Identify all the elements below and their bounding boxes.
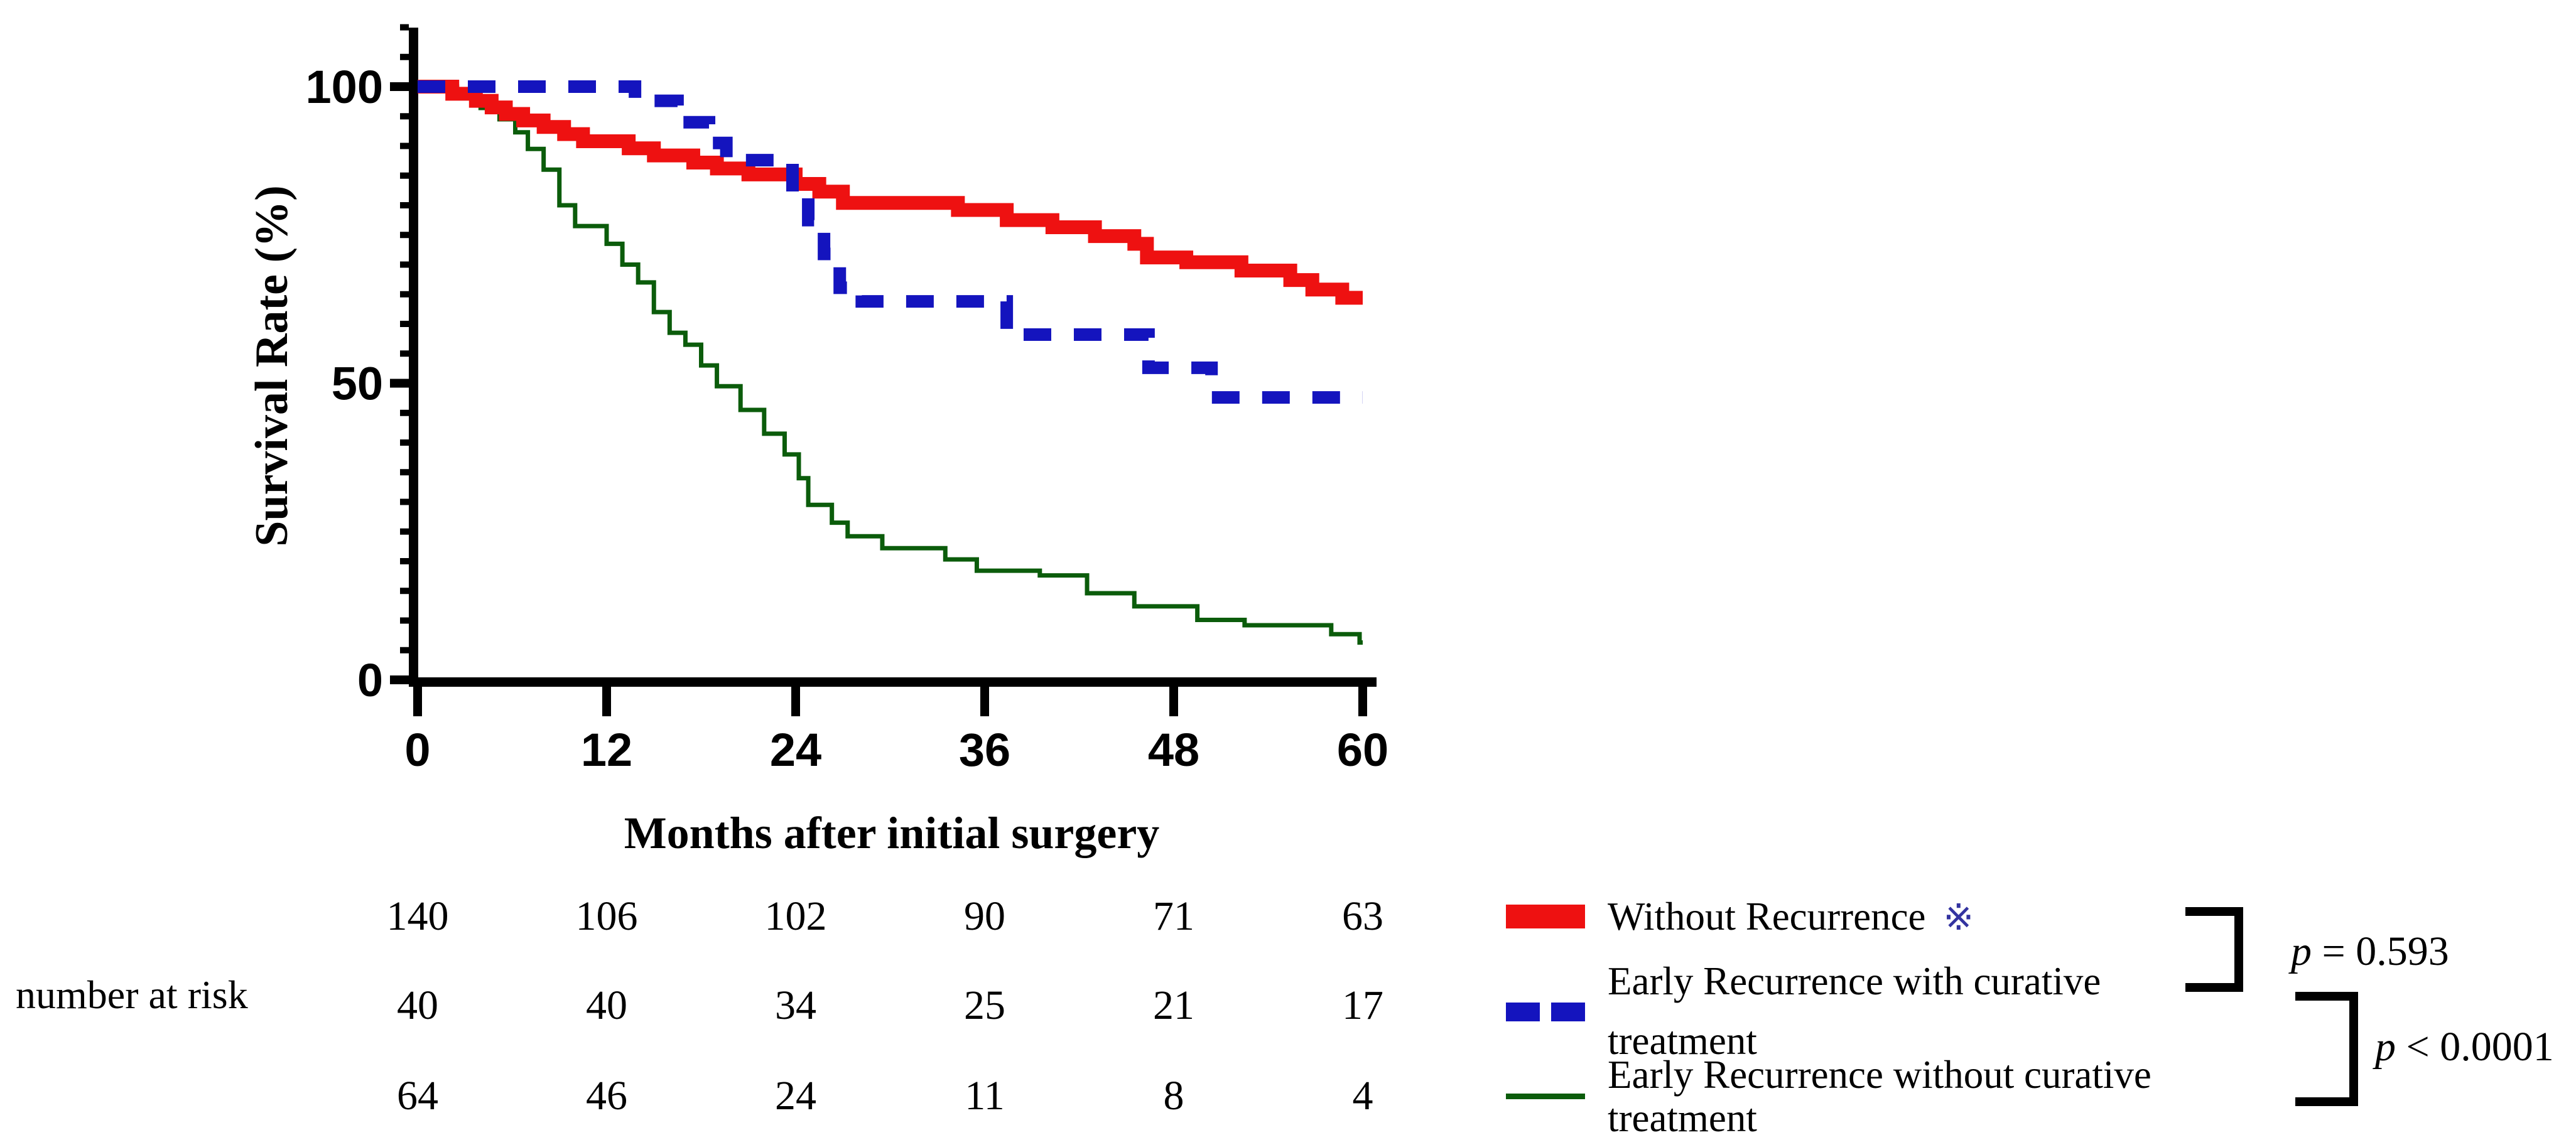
y-axis-title: Survival Rate (%): [246, 185, 298, 547]
y-minor-tick: [400, 24, 409, 31]
p-value-red-vs-blue: p = 0.593: [2291, 929, 2449, 974]
risk-count-row3-t48: 8: [1163, 1073, 1184, 1119]
x-tick-label: 60: [1337, 724, 1388, 776]
risk-count-row1-t36: 90: [964, 893, 1005, 939]
x-tick-label: 36: [959, 724, 1010, 776]
legend-swatch-red-line: [1506, 905, 1585, 928]
y-major-tick: [390, 379, 409, 388]
x-axis-line: [409, 677, 1377, 687]
risk-count-row3-t12: 46: [586, 1073, 627, 1119]
y-minor-tick: [400, 498, 409, 505]
risk-count-row2-t60: 17: [1342, 982, 1383, 1028]
y-minor-tick: [400, 617, 409, 624]
x-major-tick: [1169, 686, 1178, 716]
legend-text: Without Recurrence: [1608, 895, 1926, 938]
y-tick-label: 0: [357, 654, 383, 706]
y-tick-label: 100: [306, 61, 383, 113]
legend-swatch-blue-dash: [1506, 1003, 1540, 1021]
y-minor-tick: [400, 647, 409, 653]
legend-label-early-recurrence-no-curative-line2: treatment: [1608, 1096, 1757, 1140]
legend-swatches: [1506, 905, 1585, 1099]
legend-swatch-blue-dash: [1551, 1003, 1585, 1021]
curve-early-recurrence-curative: [418, 80, 1363, 404]
y-minor-tick: [400, 142, 409, 149]
y-minor-tick: [400, 321, 409, 327]
risk-count-row1-t24: 102: [764, 893, 827, 939]
y-minor-tick: [400, 469, 409, 476]
risk-count-row3-t24: 24: [775, 1073, 816, 1119]
risk-count-row1-t60: 63: [1342, 893, 1383, 939]
y-major-tick: [390, 82, 409, 91]
legend-label-without-recurrence: Without Recurrence ※: [1608, 896, 1974, 938]
x-major-tick: [791, 686, 800, 716]
p-value-blue-vs-green: p < 0.0001: [2375, 1024, 2554, 1070]
p-value-text: < 0.0001: [2396, 1024, 2554, 1070]
risk-count-row3-t0: 64: [397, 1073, 438, 1119]
y-major-tick: [390, 675, 409, 684]
curve-early-recurrence-no-curative: [418, 84, 1363, 645]
comparison-bracket-blue-green: [2295, 992, 2358, 1106]
risk-count-row1-t48: 71: [1153, 893, 1194, 939]
y-minor-tick: [400, 202, 409, 208]
y-minor-tick: [400, 172, 409, 179]
x-tick-label: 48: [1148, 724, 1199, 776]
risk-count-row2-t36: 25: [964, 982, 1005, 1028]
risk-count-row2-t48: 21: [1153, 982, 1194, 1028]
x-axis-title: Months after initial surgery: [624, 808, 1160, 858]
risk-count-row3-t60: 4: [1352, 1073, 1373, 1119]
p-value-text: = 0.593: [2312, 928, 2449, 974]
y-minor-tick: [400, 439, 409, 446]
y-minor-tick: [400, 291, 409, 298]
x-tick-label: 0: [404, 724, 430, 776]
risk-count-row3-t36: 11: [965, 1073, 1005, 1119]
legend-swatch-green-line: [1506, 1094, 1585, 1099]
risk-count-row1-t12: 106: [575, 893, 638, 939]
y-minor-tick: [400, 53, 409, 60]
legend-label-early-recurrence-curative-line2: treatment: [1608, 1019, 1757, 1063]
y-minor-tick: [400, 588, 409, 594]
y-minor-tick: [400, 558, 409, 564]
x-tick-label: 12: [581, 724, 632, 776]
y-minor-tick: [400, 113, 409, 120]
legend-label-early-recurrence-no-curative-line1: Early Recurrence without curative: [1608, 1053, 2151, 1097]
y-minor-tick: [400, 261, 409, 268]
y-minor-tick: [400, 350, 409, 357]
y-axis-line: [409, 28, 418, 686]
p-symbol: p: [2291, 928, 2312, 974]
risk-count-row2-t24: 34: [775, 982, 816, 1028]
risk-count-row2-t0: 40: [397, 982, 438, 1028]
y-minor-tick: [400, 528, 409, 535]
risk-count-row1-t0: 140: [386, 893, 449, 939]
x-tick-label: 24: [770, 724, 821, 776]
risk-count-row2-t12: 40: [586, 982, 627, 1028]
legend-label-early-recurrence-curative-line1: Early Recurrence with curative: [1608, 959, 2101, 1003]
reference-mark-icon: ※: [1943, 896, 1974, 938]
x-major-tick: [980, 686, 989, 716]
x-major-tick: [413, 686, 422, 716]
comparison-bracket-red-blue: [2185, 907, 2243, 992]
y-minor-tick: [400, 232, 409, 239]
x-major-tick: [1358, 686, 1367, 716]
y-minor-tick: [400, 409, 409, 416]
risk-table-label: number at risk: [16, 972, 248, 1017]
x-major-tick: [602, 686, 611, 716]
p-symbol: p: [2375, 1024, 2396, 1070]
y-tick-label: 50: [332, 358, 383, 410]
